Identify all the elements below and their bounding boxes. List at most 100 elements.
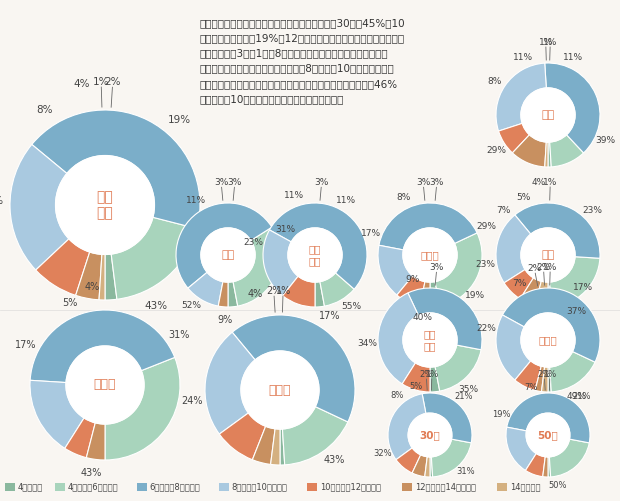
Text: 11%: 11% [563,53,583,62]
Text: 43%: 43% [144,301,168,311]
Wedge shape [550,257,600,307]
Wedge shape [65,418,95,457]
Text: 11%: 11% [336,196,356,205]
Wedge shape [105,254,117,300]
Text: 2%: 2% [527,264,541,273]
Wedge shape [542,457,548,477]
Text: 2%: 2% [105,77,121,87]
Text: 10時間以上12時間未満: 10時間以上12時間未満 [320,482,381,491]
Text: 31%: 31% [457,466,476,475]
Text: 5%: 5% [62,298,78,308]
Text: 29%: 29% [486,146,506,155]
Text: 50代: 50代 [538,430,559,440]
Text: 5%: 5% [409,382,422,390]
Text: 40%: 40% [412,313,432,322]
Wedge shape [422,393,472,443]
Text: 50%: 50% [548,480,567,489]
Bar [497,483,507,491]
Text: 3%: 3% [430,263,444,272]
Text: 4%: 4% [248,289,263,299]
Wedge shape [515,203,600,258]
Text: 52%: 52% [181,302,201,311]
Text: 2%: 2% [420,370,433,379]
Text: 37%: 37% [567,307,587,316]
Wedge shape [218,282,228,307]
Wedge shape [496,315,531,380]
Text: 31%: 31% [276,225,296,234]
Wedge shape [535,366,544,392]
Text: 1%: 1% [425,370,438,379]
Text: 30代: 30代 [420,430,440,440]
Circle shape [201,228,255,282]
Wedge shape [320,273,354,306]
Text: 1%: 1% [543,370,557,379]
Wedge shape [111,217,197,299]
Text: 23%: 23% [476,261,496,270]
Text: 整形
外科: 整形 外科 [309,244,321,266]
Wedge shape [105,357,180,460]
Bar [5,483,15,491]
Text: 14時間以上: 14時間以上 [510,482,541,491]
Text: 4時間以上6時間未満: 4時間以上6時間未満 [68,482,118,491]
Text: 55%: 55% [341,302,361,311]
Wedge shape [425,457,430,477]
Wedge shape [515,361,541,390]
Text: 49%: 49% [567,392,587,401]
Wedge shape [10,144,69,270]
Text: 8%: 8% [487,77,502,86]
Text: データから医師を取り巻く厳しい現状がわかる。30代の45%が10
時間以上、外科医の19%が12時間以上も働いている。その一方、開
業医はおよそ3人に1人が8時: データから医師を取り巻く厳しい現状がわかる。30代の45%が10 時間以上、外科… [200,18,405,104]
Circle shape [403,313,457,367]
Text: 4%: 4% [85,282,100,292]
Wedge shape [402,363,430,392]
Text: 1%: 1% [93,77,109,87]
Wedge shape [315,282,324,307]
Text: 8%: 8% [391,391,404,400]
Wedge shape [228,282,237,307]
Wedge shape [283,407,348,465]
Wedge shape [270,203,367,289]
Text: 19%: 19% [464,291,485,300]
Circle shape [66,346,144,424]
Text: 39%: 39% [596,135,616,144]
Wedge shape [496,63,546,131]
Wedge shape [388,394,426,460]
Wedge shape [502,288,600,362]
Text: 4%: 4% [532,178,546,187]
Wedge shape [541,367,548,392]
Wedge shape [396,448,421,473]
Text: 11%: 11% [186,196,206,205]
Text: 3%: 3% [228,178,242,187]
Wedge shape [30,310,175,383]
Wedge shape [233,227,280,306]
Text: 1%: 1% [539,38,553,47]
Wedge shape [176,203,272,288]
Text: 3%: 3% [214,178,228,187]
Text: 17%: 17% [574,284,593,293]
Circle shape [241,351,319,429]
Text: 8時間以上10時間未満: 8時間以上10時間未満 [231,482,288,491]
Text: 7%: 7% [524,383,538,391]
Text: 小児科: 小児科 [420,250,440,260]
Wedge shape [430,367,440,392]
Wedge shape [512,135,546,167]
Text: 23%: 23% [583,206,603,215]
Wedge shape [283,276,315,307]
Text: 31%: 31% [168,330,189,340]
Wedge shape [520,278,541,306]
Wedge shape [36,239,90,296]
Text: 35%: 35% [459,385,479,394]
Text: 医師
全体: 医師 全体 [97,190,113,220]
Wedge shape [535,281,548,307]
Text: 眼科: 眼科 [221,250,234,260]
Wedge shape [435,233,482,306]
Wedge shape [378,245,413,295]
Wedge shape [280,429,285,465]
Circle shape [521,313,575,367]
Wedge shape [99,255,105,300]
Text: 23%: 23% [243,238,264,247]
Text: 17%: 17% [15,340,37,350]
Text: 17%: 17% [361,229,381,238]
Text: 3%: 3% [430,178,444,187]
Wedge shape [263,230,298,296]
Wedge shape [548,367,551,392]
